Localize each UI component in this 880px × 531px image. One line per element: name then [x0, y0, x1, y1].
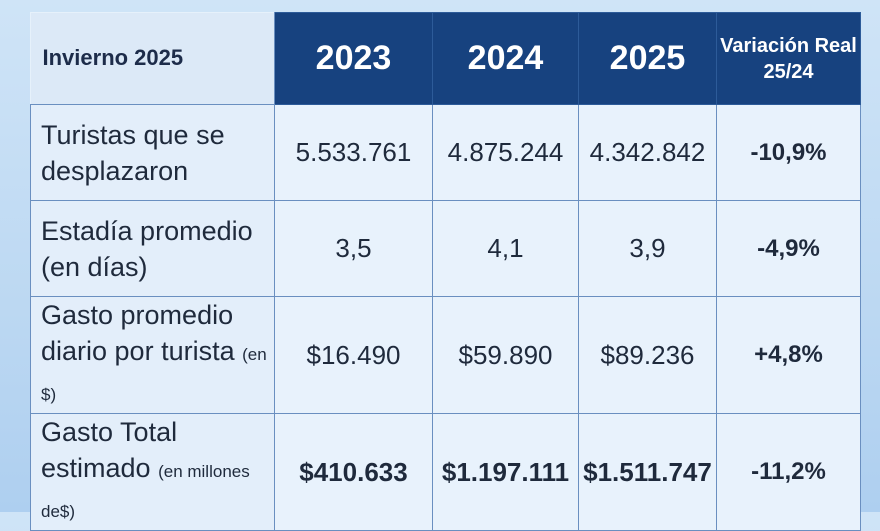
table-header-row: Invierno 2025 2023 2024 2025 Variación R… [30, 12, 861, 105]
table-corner-label: Invierno 2025 [30, 12, 275, 105]
row-label-line1: Estadía promedio [41, 215, 253, 246]
cell-tourists-2024: 4.875.244 [432, 104, 579, 201]
column-header-2023: 2023 [274, 12, 433, 105]
cell-stay-2025: 3,9 [578, 200, 717, 297]
cell-total-spend-2024: $1.197.111 [432, 413, 579, 531]
row-label-unit: (en $) [41, 345, 267, 404]
row-label-total-spend: Gasto Total estimado (en millones de$) [30, 413, 275, 531]
row-label-line2: estimado [41, 453, 151, 483]
cell-tourists-2023: 5.533.761 [274, 104, 433, 201]
winter-tourism-table: Invierno 2025 2023 2024 2025 Variación R… [30, 12, 861, 531]
variation-header-line1: Variación Real [720, 34, 857, 57]
stats-table-container: Invierno 2025 2023 2024 2025 Variación R… [30, 12, 861, 531]
cell-stay-2023: 3,5 [274, 200, 433, 297]
cell-daily-spend-2023: $16.490 [274, 296, 433, 414]
cell-daily-spend-2024: $59.890 [432, 296, 579, 414]
row-label-tourists: Turistas que se desplazaron [30, 104, 275, 201]
table-row-tourists: Turistas que se desplazaron 5.533.761 4.… [30, 104, 861, 201]
cell-total-spend-variation: -11,2% [716, 413, 861, 531]
cell-tourists-2025: 4.342.842 [578, 104, 717, 201]
row-label-line1: Gasto promedio [41, 300, 234, 330]
row-label-line2-wrap: estimado (en millones de$) [41, 450, 274, 530]
row-label-line2: diario por turista [41, 336, 235, 366]
cell-total-spend-2025: $1.511.747 [578, 413, 717, 531]
table-row-average-stay: Estadía promedio (en días) 3,5 4,1 3,9 -… [30, 200, 861, 297]
table-row-total-spend: Gasto Total estimado (en millones de$) $… [30, 413, 861, 531]
row-label-line2: (en días) [41, 251, 148, 282]
column-header-variation: Variación Real 25/24 [716, 12, 861, 105]
row-label-line1: Turistas que se [41, 119, 225, 150]
variation-header-line2: 25/24 [763, 60, 814, 83]
cell-daily-spend-variation: +4,8% [716, 296, 861, 414]
cell-tourists-variation: -10,9% [716, 104, 861, 201]
row-label-line2: desplazaron [41, 155, 189, 186]
column-header-2025: 2025 [578, 12, 717, 105]
row-label-line2-wrap: diario por turista (en $) [41, 333, 274, 413]
row-label-daily-spend: Gasto promedio diario por turista (en $) [30, 296, 275, 414]
cell-daily-spend-2025: $89.236 [578, 296, 717, 414]
row-label-line1: Gasto Total [41, 417, 178, 447]
table-row-daily-spend: Gasto promedio diario por turista (en $)… [30, 296, 861, 414]
cell-stay-variation: -4,9% [716, 200, 861, 297]
cell-stay-2024: 4,1 [432, 200, 579, 297]
cell-total-spend-2023: $410.633 [274, 413, 433, 531]
column-header-2024: 2024 [432, 12, 579, 105]
row-label-average-stay: Estadía promedio (en días) [30, 200, 275, 297]
